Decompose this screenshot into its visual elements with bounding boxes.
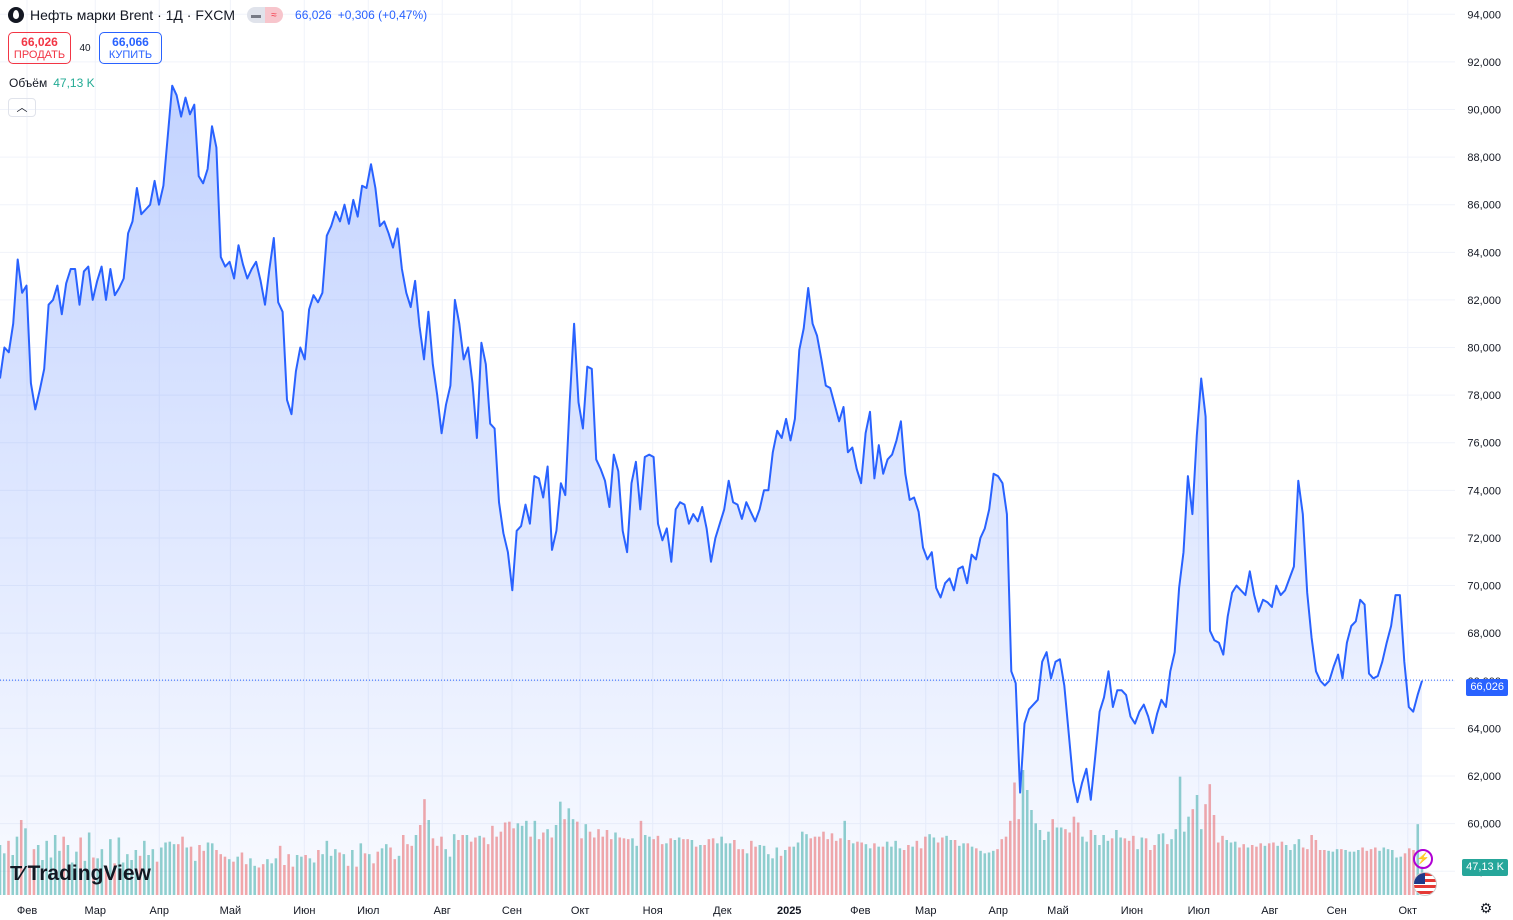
x-tick-label: Июл: [357, 905, 379, 917]
price-area-fill: [0, 85, 1422, 895]
price-line: [0, 84, 1423, 804]
x-tick-label: Авг: [1261, 905, 1278, 917]
price-change: +0,306 (+0,47%): [337, 8, 428, 22]
x-tick-label: Июн: [293, 905, 315, 917]
volume-legend[interactable]: Объём 47,13 K: [9, 76, 95, 90]
volume-badge: 47,13 K: [1462, 859, 1508, 876]
market-status-pill[interactable]: ▬ ≈: [247, 7, 284, 23]
last-price: 66,026: [295, 8, 332, 22]
sell-price: 66,026: [21, 35, 58, 49]
y-tick-label: 76,000: [1467, 438, 1501, 450]
x-tick-label: Май: [1047, 905, 1069, 917]
x-tick-label: Сен: [502, 905, 522, 917]
y-tick-label: 78,000: [1467, 390, 1501, 402]
x-tick-label: Мар: [915, 905, 937, 917]
y-tick-label: 84,000: [1467, 247, 1501, 259]
y-tick-label: 92,000: [1467, 57, 1501, 69]
x-tick-label: Июл: [1188, 905, 1210, 917]
x-tick-label: Окт: [1399, 905, 1418, 917]
y-tick-label: 88,000: [1467, 152, 1501, 164]
spread-value: 40: [79, 42, 91, 54]
x-tick-label: Апр: [150, 905, 169, 917]
y-tick-label: 82,000: [1467, 295, 1501, 307]
y-tick-label: 74,000: [1467, 485, 1501, 497]
buy-button[interactable]: 66,066 КУПИТЬ: [99, 32, 162, 64]
y-tick-label: 62,000: [1467, 771, 1501, 783]
y-tick-label: 72,000: [1467, 533, 1501, 545]
x-tick-label: Фев: [17, 905, 37, 917]
buy-price: 66,066: [112, 35, 149, 49]
delayed-data-icon: ≈: [265, 7, 284, 23]
chevron-up-icon[interactable]: ︿: [8, 98, 36, 117]
sell-button[interactable]: 66,026 ПРОДАТЬ: [8, 32, 71, 64]
chart-header: Нефть марки Brent · 1Д · FXCM ▬ ≈ 66,026…: [8, 7, 427, 23]
flash-icon[interactable]: ⚡: [1413, 849, 1433, 869]
gear-icon[interactable]: ⚙: [1479, 900, 1493, 916]
x-tick-label: Июн: [1121, 905, 1143, 917]
volume-value: 47,13 K: [53, 76, 95, 90]
y-tick-label: 64,000: [1467, 723, 1501, 735]
y-tick-label: 80,000: [1467, 343, 1501, 355]
y-tick-label: 94,000: [1467, 9, 1501, 21]
logo-text: TradingView: [27, 862, 151, 885]
x-tick-label: Фев: [850, 905, 870, 917]
tradingview-logo[interactable]: T⁄ TradingView: [10, 862, 151, 886]
x-tick-label: Окт: [571, 905, 590, 917]
us-flag-icon[interactable]: [1413, 872, 1437, 896]
x-tick-label: Ноя: [643, 905, 663, 917]
y-tick-label: 86,000: [1467, 200, 1501, 212]
symbol-title[interactable]: Нефть марки Brent · 1Д · FXCM: [30, 7, 236, 23]
current-price-badge: 66,026: [1466, 679, 1508, 696]
oil-drop-icon: [8, 7, 24, 23]
tradingview-logo-icon: T⁄: [10, 862, 23, 885]
x-tick-label: Дек: [713, 905, 732, 917]
y-tick-label: 90,000: [1467, 104, 1501, 116]
volume-label: Объём: [9, 76, 48, 90]
trade-panel: 66,026 ПРОДАТЬ 40 66,066 КУПИТЬ: [8, 32, 162, 64]
x-tick-label: Сен: [1327, 905, 1347, 917]
y-tick-label: 68,000: [1467, 628, 1501, 640]
x-tick-label: Апр: [989, 905, 1008, 917]
market-closed-icon: ▬: [247, 7, 266, 23]
x-tick-label: Мар: [85, 905, 107, 917]
x-tick-label: Май: [220, 905, 242, 917]
y-tick-label: 70,000: [1467, 581, 1501, 593]
buy-label: КУПИТЬ: [108, 49, 153, 61]
x-tick-label: Авг: [434, 905, 451, 917]
y-tick-label: 60,000: [1467, 819, 1501, 831]
x-tick-label: 2025: [777, 905, 801, 917]
sell-label: ПРОДАТЬ: [13, 49, 66, 61]
